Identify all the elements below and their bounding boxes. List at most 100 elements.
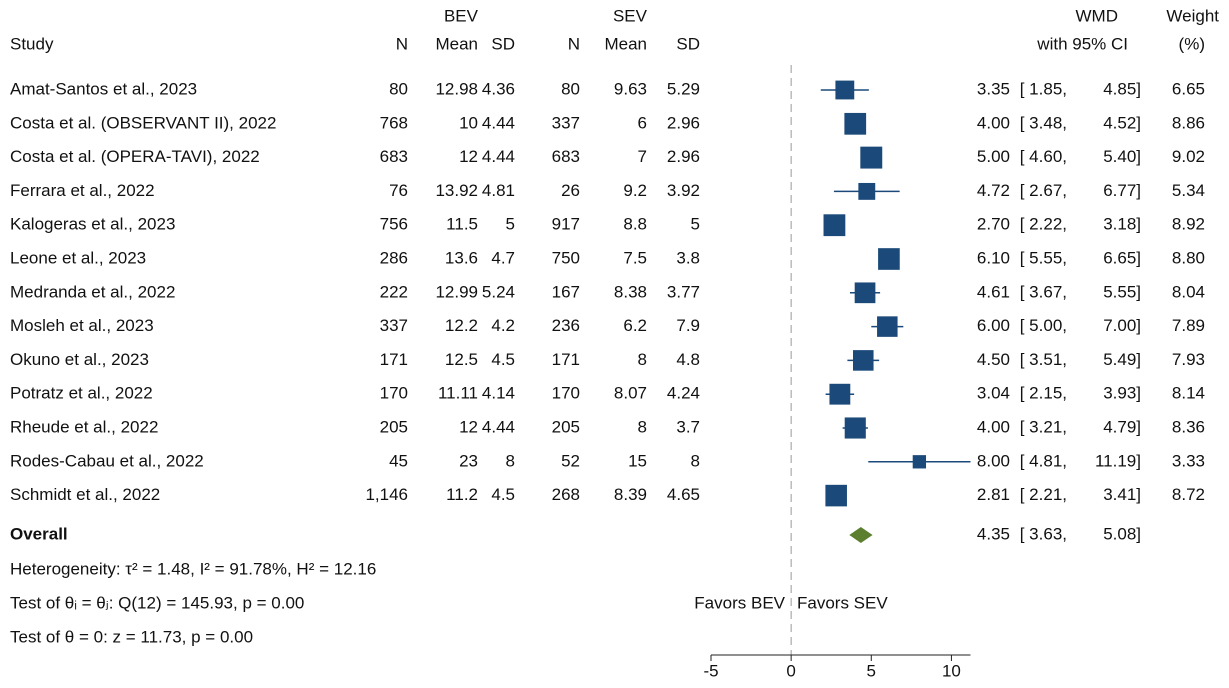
ci-high-label: 7.00] [1103,316,1141,335]
overall-label: Overall [10,524,68,543]
study-name: Medranda et al., 2022 [10,282,175,301]
cell: 4.7 [491,248,515,267]
cell: 8.38 [614,282,647,301]
effect-label: 4.00 [977,113,1010,132]
weight-label: 8.04 [1172,282,1205,301]
cell: 337 [552,113,580,132]
cell: 23 [459,451,478,470]
favors-label: Favors SEV [797,593,888,612]
weight-label: 3.33 [1172,451,1205,470]
weight-label: 8.86 [1172,113,1205,132]
ci-high-label: 5.55] [1103,282,1141,301]
column-header: SD [491,34,515,53]
ci-low-label: [ 5.55, [1020,248,1067,267]
effect-square [823,214,846,237]
cell: 45 [389,451,408,470]
cell: 12.99 [435,282,478,301]
cell: 3.7 [676,417,700,436]
cell: 683 [380,147,408,166]
effect-label: 3.04 [977,384,1010,403]
study-name: Costa et al. (OPERA-TAVI), 2022 [10,147,260,166]
cell: 4.8 [676,350,700,369]
cell: 8.39 [614,485,647,504]
cell: 13.92 [435,181,478,200]
cell: 13.6 [445,248,478,267]
cell: 4.24 [667,384,700,403]
weight-label: 8.36 [1172,417,1205,436]
ci-high-label: 4.79] [1103,417,1141,436]
ci-high-label: 4.85] [1103,79,1141,98]
weight-label: 8.92 [1172,215,1205,234]
effect-label: 4.00 [977,417,1010,436]
study-name: Okuno et al., 2023 [10,350,149,369]
x-tick-label: 5 [867,661,876,680]
cell: 8 [638,350,647,369]
ci-high-label: 5.08] [1103,524,1141,543]
weight-label: 9.02 [1172,147,1205,166]
effect-label: 2.70 [977,215,1010,234]
ci-low-label: [ 3.51, [1020,350,1067,369]
effect-label: 2.81 [977,485,1010,504]
x-tick-label: 10 [942,661,961,680]
column-header: N [568,34,580,53]
ci-low-label: [ 3.48, [1020,113,1067,132]
favors-label: Favors BEV [694,593,785,612]
weight-header: (%) [1179,34,1205,53]
cell: 268 [552,485,580,504]
cell: 80 [389,79,408,98]
ci-low-label: [ 2.21, [1020,485,1067,504]
group-header: SEV [613,6,648,25]
overall-diamond [849,527,873,543]
study-name: Costa et al. (OBSERVANT II), 2022 [10,113,276,132]
cell: 750 [552,248,580,267]
cell: 76 [389,181,408,200]
cell: 6 [638,113,647,132]
study-header: Study [10,34,54,53]
study-name: Rheude et al., 2022 [10,417,158,436]
effect-label: 3.35 [977,79,1010,98]
cell: 8.07 [614,384,647,403]
ci-high-label: 5.40] [1103,147,1141,166]
ci-low-label: [ 3.67, [1020,282,1067,301]
column-header: SD [676,34,700,53]
cell: 917 [552,215,580,234]
ci-high-label: 3.18] [1103,215,1141,234]
cell: 4.36 [482,79,515,98]
cell: 11.2 [446,485,478,504]
cell: 167 [552,282,580,301]
cell: 4.81 [482,181,515,200]
weight-label: 7.89 [1172,316,1205,335]
cell: 7 [638,147,647,166]
ci-low-label: [ 1.85, [1020,79,1067,98]
cell: 171 [552,350,580,369]
effect-header: WMD [1076,6,1118,25]
cell: 5.29 [667,79,700,98]
cell: 4.2 [491,316,515,335]
cell: 756 [380,215,408,234]
ci-high-label: 6.77] [1103,181,1141,200]
ci-low-label: [ 4.81, [1020,451,1067,470]
ci-high-label: 5.49] [1103,350,1141,369]
cell: 11.5 [446,215,478,234]
effect-square [858,182,876,200]
cell: 8.8 [623,215,647,234]
cell: 5 [506,215,515,234]
note: Test of θᵢ = θⱼ: Q(12) = 145.93, p = 0.0… [10,593,304,612]
study-name: Schmidt et al., 2022 [10,485,160,504]
cell: 4.5 [491,485,515,504]
cell: 8 [638,417,647,436]
effect-square [860,146,883,169]
weight-label: 8.72 [1172,485,1205,504]
ci-low-label: [ 4.60, [1020,147,1067,166]
ci-high-label: 3.93] [1103,384,1141,403]
cell: 286 [380,248,408,267]
cell: 337 [380,316,408,335]
cell: 8 [691,451,700,470]
cell: 4.14 [482,384,515,403]
cell: 2.96 [667,113,700,132]
weight-label: 8.80 [1172,248,1205,267]
note: Heterogeneity: τ² = 1.48, I² = 91.78%, H… [10,559,376,578]
cell: 7.5 [623,248,647,267]
cell: 6.2 [623,316,647,335]
